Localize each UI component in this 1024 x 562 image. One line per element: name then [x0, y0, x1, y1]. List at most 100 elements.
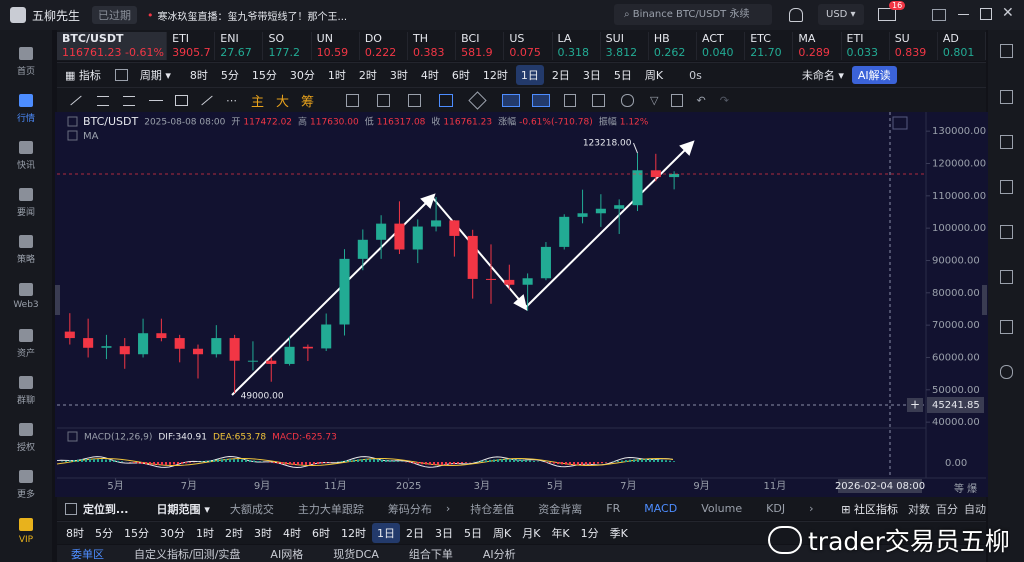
ticker[interactable]: ACT 0.040 [697, 31, 746, 60]
period-button[interactable]: 1分 [580, 527, 599, 540]
panel-tab[interactable]: 组合下单 [408, 547, 453, 561]
indicator-tab[interactable]: 大额成交 [229, 502, 274, 516]
undo-button[interactable]: ↶ [696, 94, 706, 107]
community-button[interactable]: ⊞ 社区指标 [841, 502, 898, 516]
sidebar-item[interactable]: 首页 [0, 38, 52, 85]
scroll-arrow[interactable]: › [445, 502, 451, 515]
maximize-button[interactable] [980, 8, 992, 20]
period-button[interactable]: 周K [493, 527, 512, 540]
collapse-handle[interactable] [982, 285, 987, 315]
period-button[interactable]: 30分 [289, 69, 315, 82]
search-box[interactable]: ⌕ Binance BTC/USDT 永续 [614, 4, 772, 25]
ticker[interactable]: BCI 581.9 [456, 31, 505, 60]
rect-tool[interactable] [175, 95, 188, 106]
ticker[interactable]: AD 0.801 [938, 31, 986, 60]
tool-icon-active[interactable] [502, 94, 521, 107]
panel-tab[interactable]: AI网格 [270, 547, 304, 561]
period-button[interactable]: 12时 [482, 69, 508, 82]
more-tools[interactable]: ⋯ [226, 94, 237, 107]
ticker[interactable]: BTC/USDT 116761.23 -0.61% [57, 31, 168, 60]
tool-icon-active[interactable] [439, 94, 454, 107]
ticker[interactable]: MA 0.289 [793, 31, 842, 60]
period-button[interactable]: 3时 [389, 69, 408, 82]
ticker[interactable]: UN 10.59 [312, 31, 360, 60]
macd-toggle[interactable] [67, 431, 78, 442]
tool-icon[interactable] [1000, 90, 1013, 104]
tool-icon[interactable] [1000, 270, 1013, 284]
ray-tool[interactable] [201, 95, 213, 106]
indicator-tab[interactable]: KDJ [766, 502, 786, 515]
ticker[interactable]: SO 177.2 [263, 31, 312, 60]
log-toggle[interactable]: 对数 [908, 502, 930, 516]
period-button[interactable]: 12时 [341, 527, 366, 540]
period-button[interactable]: 3时 [254, 527, 272, 540]
period-button[interactable]: 15分 [251, 69, 277, 82]
redo-button[interactable]: ↷ [719, 94, 729, 107]
percent-toggle[interactable]: 百分 [936, 502, 958, 516]
tool-icon[interactable] [408, 94, 422, 107]
status-badge[interactable]: 已过期 [92, 6, 138, 24]
quick-tool[interactable]: 筹 [301, 95, 315, 110]
ticker[interactable]: DO 0.222 [360, 31, 408, 60]
collapse-handle[interactable] [55, 285, 60, 315]
locate-button[interactable]: 定位到... [82, 502, 129, 516]
period-button[interactable]: 30分 [160, 527, 185, 540]
range-select[interactable]: 日期范围 ▾ [156, 502, 210, 516]
ticker[interactable]: ETC 21.70 [745, 31, 794, 60]
period-button[interactable]: 8时 [189, 69, 208, 82]
indicator-tab[interactable]: 资金背离 [538, 502, 583, 516]
ticker[interactable]: SU 0.839 [890, 31, 938, 60]
ticker[interactable]: TH 0.383 [408, 31, 457, 60]
panel-tab[interactable]: AI分析 [482, 547, 516, 561]
tool-icon-active[interactable] [532, 94, 551, 107]
period-button[interactable]: 1日 [372, 523, 400, 543]
sidebar-item[interactable]: 授权 [0, 414, 52, 461]
quick-tool[interactable]: 主 [251, 95, 265, 110]
close-button[interactable]: ✕ [1002, 5, 1014, 21]
ticker[interactable]: ETI 3905.7 [167, 31, 216, 60]
period-button[interactable]: 3日 [435, 527, 453, 540]
period-button[interactable]: 5分 [220, 69, 239, 82]
tool-icon[interactable] [1000, 365, 1013, 379]
period-button[interactable]: 1时 [196, 527, 214, 540]
ticker[interactable]: US 0.075 [504, 31, 553, 60]
symbol-toggle[interactable] [67, 116, 78, 127]
auto-toggle[interactable]: 自动 [964, 502, 986, 516]
period-button[interactable]: 4时 [283, 527, 301, 540]
tool-icon[interactable] [621, 94, 635, 107]
indicator-tab[interactable]: 筹码分布 [387, 502, 432, 516]
bell-icon[interactable] [789, 8, 803, 22]
indicator-tab[interactable]: 持仓差值 [470, 502, 515, 516]
ma-toggle[interactable] [67, 130, 78, 141]
period-button[interactable]: 季K [609, 527, 628, 540]
tool-icon[interactable] [1000, 180, 1013, 194]
ai-button[interactable]: AI解读 [851, 66, 897, 84]
period-select[interactable]: 周期 ▾ [139, 69, 171, 82]
period-button[interactable]: 4时 [420, 69, 439, 82]
period-button[interactable]: 5日 [464, 527, 482, 540]
channel-tool[interactable] [123, 95, 135, 106]
period-button[interactable]: 5日 [613, 69, 632, 82]
layout-select[interactable]: 未命名 ▾ [801, 69, 844, 82]
currency-select[interactable]: USD ▾ [818, 4, 864, 25]
fullscreen-icon[interactable] [892, 116, 908, 130]
period-button[interactable]: 2日 [406, 527, 424, 540]
ticker[interactable]: SUI 3.812 [601, 31, 649, 60]
period-button[interactable]: 6时 [312, 527, 330, 540]
tool-icon[interactable] [670, 94, 683, 107]
period-button[interactable]: 月K [522, 527, 541, 540]
calendar-icon[interactable] [114, 69, 128, 81]
period-button[interactable]: 3日 [582, 69, 601, 82]
filter-tool[interactable]: ▽ [650, 94, 659, 107]
period-button[interactable]: 1时 [327, 69, 346, 82]
hline-tool[interactable] [149, 100, 163, 101]
tool-icon[interactable] [1000, 44, 1013, 58]
indicator-tab[interactable]: MACD [644, 502, 678, 515]
parallel-tool[interactable] [97, 95, 109, 106]
sidebar-item[interactable]: 更多 [0, 461, 52, 508]
sidebar-item[interactable]: 策略 [0, 226, 52, 273]
scroll-arrow[interactable]: › [809, 502, 814, 515]
panel-tab[interactable]: 委单区 [71, 547, 104, 561]
period-button[interactable]: 8时 [66, 527, 84, 540]
ticker[interactable]: HB 0.262 [649, 31, 698, 60]
